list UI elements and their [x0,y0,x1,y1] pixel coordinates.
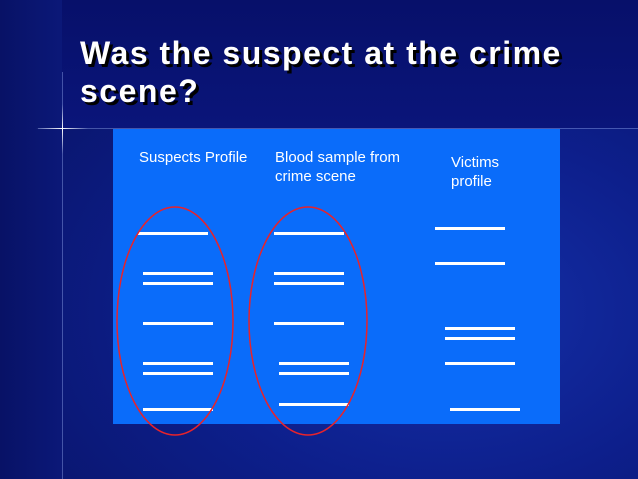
horizontal-divider-line [38,128,638,129]
blood-sample-band [279,362,349,365]
suspects-highlight-ellipse [116,206,234,436]
blood-sample-band [279,372,349,375]
victims-band [445,337,515,340]
victims-band [450,408,520,411]
suspects-band [143,282,213,285]
blood-sample-band [274,282,344,285]
title-band [0,0,638,128]
suspects-band [143,362,213,365]
blood-sample-band [274,272,344,275]
suspects-band [138,232,208,235]
blood-sample-band [279,403,349,406]
victims-band [435,262,505,265]
sparkle-star-vertical [62,104,63,154]
suspects-band [143,272,213,275]
blood-sample-band [274,232,344,235]
victims-profile-label: Victims profile [451,154,500,190]
suspects-band [143,372,213,375]
blood-sample-label: Blood sample from crime scene [275,149,401,185]
blood-sample-highlight-ellipse [248,206,368,436]
suspects-band [143,322,213,325]
suspects-profile-label: Suspects Profile [139,149,248,166]
left-band [0,0,62,479]
vertical-divider-line [62,72,63,479]
slide-title: Was the suspect at the crime scene? [80,35,562,109]
blood-sample-band [274,322,344,325]
victims-band [435,227,505,230]
victims-band [445,327,515,330]
victims-band [445,362,515,365]
suspects-band [143,408,213,411]
